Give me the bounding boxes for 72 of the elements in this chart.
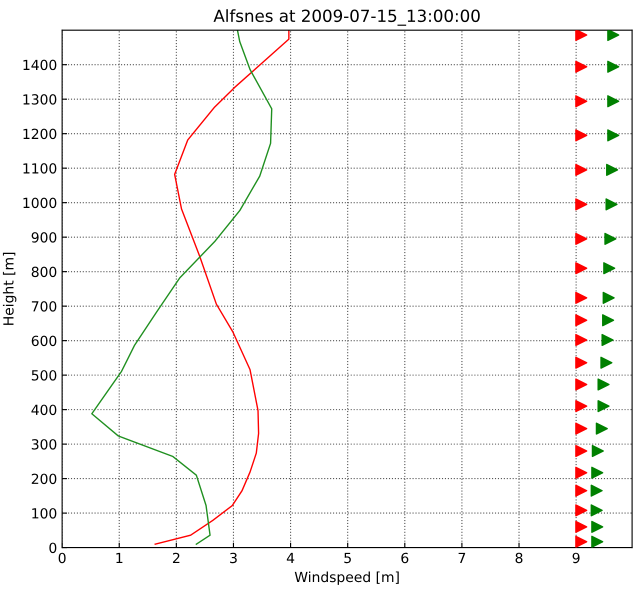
y-tick-label: 100 (32, 508, 56, 519)
x-tick-label: 8 (516, 552, 522, 564)
point (597, 400, 610, 412)
point (575, 444, 588, 458)
point (602, 292, 615, 304)
point (590, 504, 603, 516)
point (596, 422, 608, 435)
x-tick-label: 4 (286, 552, 294, 564)
y-tick-label: 400 (31, 404, 56, 416)
x-tick-label: 1 (116, 552, 122, 564)
point (575, 232, 588, 245)
point (575, 292, 588, 304)
x-tick-label: 5 (344, 552, 351, 564)
point (606, 164, 618, 176)
x-tick-label: 9 (572, 552, 580, 564)
x-tick-label: 6 (401, 552, 408, 564)
point (600, 356, 612, 369)
point (575, 164, 588, 176)
point (575, 262, 588, 274)
y-tick-label: 300 (32, 439, 56, 450)
x-axis-title: Windspeed [m] (294, 571, 399, 585)
point (607, 129, 620, 142)
y-axis-title: Height [m] (2, 252, 16, 325)
y-tick-label: 0 (49, 542, 56, 554)
point (575, 129, 588, 142)
y-tick-label: 1100 (23, 163, 56, 174)
point (602, 314, 614, 326)
y-tick-label: 1000 (23, 198, 56, 208)
point (607, 95, 620, 108)
x-tick-label: 7 (458, 552, 466, 564)
point (575, 334, 588, 346)
y-tick-label: 500 (32, 370, 56, 381)
point (575, 314, 588, 326)
y-tick-label: 800 (32, 266, 56, 278)
y-tick-label: 200 (32, 474, 56, 484)
point (607, 60, 620, 73)
point (592, 444, 604, 458)
y-tick-label: 900 (32, 232, 56, 243)
point (603, 262, 616, 274)
point (597, 378, 610, 391)
y-tick-label: 700 (32, 301, 56, 312)
point (575, 400, 588, 412)
point (605, 198, 618, 210)
point (575, 30, 588, 42)
point (575, 466, 588, 479)
point (575, 504, 588, 516)
point (575, 378, 588, 391)
y-tick-label: 1200 (23, 128, 56, 140)
x-tick-label: 0 (58, 552, 66, 564)
point (591, 466, 604, 479)
point (575, 520, 588, 533)
line-series (91, 30, 272, 545)
y-tick-label: 1400 (23, 60, 56, 70)
point (575, 95, 588, 108)
point (575, 356, 588, 369)
point (575, 484, 588, 497)
chart-title: Alfsnes at 2009-07-15_13:00:00 (214, 9, 480, 26)
point (575, 198, 588, 210)
point (590, 484, 603, 497)
point (591, 536, 604, 548)
y-tick-label: 600 (32, 336, 56, 346)
x-tick-label: 2 (172, 552, 180, 564)
point (604, 232, 616, 245)
line-series (154, 30, 290, 545)
point (601, 334, 614, 346)
point (575, 422, 588, 435)
point (575, 60, 588, 73)
point (591, 520, 604, 533)
point (575, 536, 588, 548)
point (607, 30, 620, 42)
y-tick-label: 1300 (23, 94, 56, 105)
x-tick-label: 3 (230, 552, 237, 564)
